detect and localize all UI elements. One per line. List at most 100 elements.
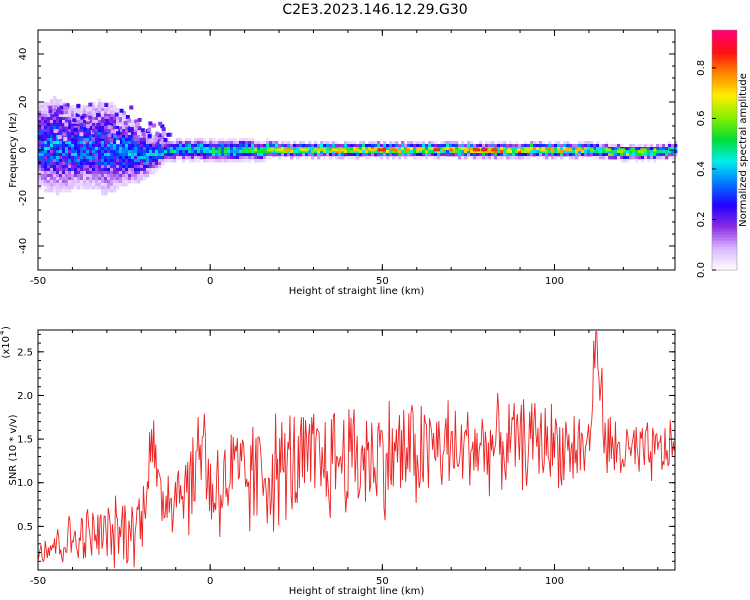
heatmap-cell: [320, 144, 324, 148]
heatmap-cell: [101, 123, 105, 127]
heatmap-cell: [160, 140, 165, 145]
heatmap-cell: [56, 180, 60, 184]
heatmap-cell: [83, 138, 88, 143]
heatmap-cell: [62, 147, 66, 151]
heatmap-cell: [166, 132, 171, 137]
heatmap-cell: [71, 147, 75, 151]
heatmap-cell: [68, 132, 72, 136]
heatmap-cell: [68, 111, 72, 115]
heatmap-cell: [405, 148, 410, 152]
heatmap-cell: [212, 153, 216, 157]
heatmap-cell: [182, 147, 186, 151]
heatmap-cell: [119, 138, 123, 142]
heatmap-cell: [494, 150, 498, 154]
heatmap-cell: [350, 141, 354, 145]
heatmap-cell: [95, 120, 99, 124]
heatmap-cell: [197, 153, 201, 157]
heatmap-cell: [68, 186, 72, 190]
heatmap-cell: [239, 147, 243, 151]
heatmap-cell: [83, 120, 87, 124]
heatmap-cell: [674, 150, 678, 154]
heatmap-cell: [107, 171, 111, 175]
heatmap-cell: [341, 156, 345, 160]
colorbar-step: [712, 78, 737, 82]
heatmap-cell: [92, 144, 96, 148]
heatmap-cell: [113, 180, 117, 184]
heatmap-cell: [479, 141, 483, 145]
heatmap-cell: [63, 137, 68, 142]
heatmap-cell: [338, 156, 342, 160]
heatmap-cell: [148, 123, 153, 128]
heatmap-cell: [107, 183, 111, 187]
heatmap-cell: [122, 138, 126, 142]
heatmap-cell: [80, 174, 84, 178]
heatmap-cell: [281, 141, 285, 145]
heatmap-cell: [65, 162, 69, 166]
heatmap-cell: [218, 159, 222, 163]
bottom-y-tick-label: 2.0: [17, 391, 33, 402]
heatmap-cell: [53, 177, 57, 181]
heatmap-cell: [92, 120, 96, 124]
heatmap-cell: [413, 144, 417, 148]
heatmap-cell: [92, 108, 96, 112]
heatmap-cell: [149, 162, 153, 166]
heatmap-cell: [104, 171, 108, 175]
heatmap-cell: [104, 114, 108, 118]
heatmap-cell: [566, 153, 570, 157]
heatmap-cell: [194, 138, 198, 142]
heatmap-cell: [83, 147, 87, 151]
heatmap-cell: [95, 183, 99, 187]
heatmap-cell: [53, 168, 57, 172]
heatmap-cell: [482, 144, 486, 148]
heatmap-cell: [71, 186, 75, 190]
heatmap-cell: [401, 141, 405, 145]
heatmap-cell: [98, 180, 102, 184]
heatmap-cell: [656, 153, 660, 157]
heatmap-cell: [47, 123, 51, 127]
heatmap-cell: [113, 132, 117, 136]
heatmap-cell: [221, 156, 225, 160]
heatmap-cell: [506, 153, 510, 157]
heatmap-cell: [125, 183, 129, 187]
heatmap-cell: [302, 144, 306, 148]
heatmap-cell: [119, 168, 123, 172]
colorbar-step: [712, 255, 737, 259]
heatmap-cell: [242, 144, 246, 148]
heatmap-cell: [227, 138, 231, 142]
heatmap-cell: [74, 135, 78, 139]
heatmap-cell: [47, 117, 51, 121]
heatmap-cell: [326, 141, 330, 145]
heatmap-cell: [212, 144, 216, 148]
heatmap-cell: [38, 159, 42, 163]
heatmap-cell: [41, 180, 45, 184]
heatmap-cell: [56, 123, 60, 127]
heatmap-cell: [131, 138, 135, 142]
heatmap-cell: [482, 153, 486, 157]
heatmap-cell: [110, 171, 114, 175]
heatmap-cell: [338, 144, 342, 148]
heatmap-cell: [620, 153, 624, 157]
heatmap-cell: [65, 183, 69, 187]
heatmap-cell: [611, 150, 615, 154]
heatmap-cell: [122, 165, 126, 169]
heatmap-cell: [62, 162, 66, 166]
heatmap-cell: [134, 165, 138, 169]
heatmap-cell: [353, 144, 357, 148]
heatmap-cell: [59, 168, 63, 172]
heatmap-cell: [83, 156, 87, 160]
heatmap-cell: [224, 159, 228, 163]
heatmap-cell: [56, 138, 60, 142]
colorbar-step: [712, 177, 737, 181]
heatmap-cell: [167, 159, 171, 163]
heatmap-cell: [101, 180, 105, 184]
heatmap-cell: [650, 150, 654, 154]
heatmap-cell: [500, 156, 504, 160]
heatmap-cell: [515, 144, 519, 148]
heatmap-cell: [96, 122, 101, 127]
heatmap-cell: [152, 159, 156, 163]
heatmap-cell: [644, 144, 648, 148]
heatmap-cell: [77, 141, 81, 145]
heatmap-cell: [59, 126, 63, 130]
heatmap-cell: [317, 153, 321, 157]
heatmap-cell: [671, 153, 675, 157]
